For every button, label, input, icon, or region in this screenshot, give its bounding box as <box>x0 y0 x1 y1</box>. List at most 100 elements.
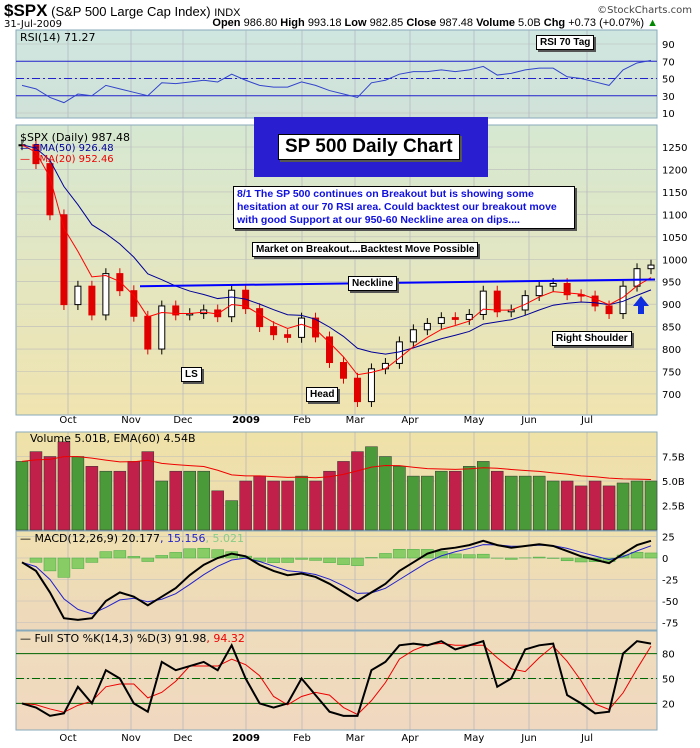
price-legend: $SPX (Daily) 987.48 <box>20 131 131 144</box>
macd-histogram-bar <box>113 550 127 559</box>
price-candle <box>88 285 96 316</box>
price-candle <box>423 322 431 331</box>
quote-bar: Open 986.80 High 993.18 Low 982.85 Close… <box>212 17 658 29</box>
price-tick-label: 1200 <box>662 165 687 176</box>
volume-bar <box>435 470 448 531</box>
price-tick-label: 900 <box>662 300 681 311</box>
volume-bar <box>211 490 224 531</box>
neckline <box>139 278 656 288</box>
price-candle <box>605 305 613 315</box>
price-candle <box>144 315 152 350</box>
volume-bar <box>379 456 392 531</box>
volume-bar <box>71 456 85 531</box>
volume-legend: Volume 5.01B, EMA(60) 4.54B <box>30 432 196 445</box>
price-candle <box>493 290 501 313</box>
x-tick-label: Apr <box>401 733 419 744</box>
price-candle <box>60 214 68 306</box>
x-tick-label: Jun <box>520 733 537 744</box>
volume-bar <box>491 470 504 531</box>
price-candle <box>451 317 459 320</box>
index-name: (S&P 500 Large Cap Index) <box>51 4 211 19</box>
macd-histogram-bar <box>504 557 518 560</box>
volume-bar <box>225 500 238 531</box>
x-tick-label: Oct <box>59 415 76 426</box>
chart-date: 31-Jul-2009 <box>4 19 63 30</box>
macd-tick-label: -50 <box>662 597 678 608</box>
volume-bar <box>518 475 532 531</box>
macd-tick-label: 0 <box>662 554 668 565</box>
x-tick-label: Nov <box>121 415 141 426</box>
rsi-tick-label: 90 <box>662 40 675 51</box>
macd-histogram-bar <box>85 557 99 563</box>
price-tick-label: 1150 <box>662 188 687 199</box>
macd-tick-label: -75 <box>662 619 678 630</box>
sto-legend: — Full STO %K(14,3) %D(3) 91.98, 94.32 <box>20 632 245 645</box>
price-candle <box>32 144 40 165</box>
price-candle <box>591 295 599 307</box>
macd-histogram-bar <box>281 557 294 563</box>
macd-histogram-bar <box>295 557 308 560</box>
volume-bar <box>295 475 308 531</box>
symbol: $SPX <box>4 1 48 20</box>
sto-tick-label: 50 <box>662 675 675 686</box>
macd-histogram-bar <box>574 557 588 563</box>
ema50-legend: — EMA(50) 926.48 <box>20 143 114 154</box>
macd-histogram-bar <box>169 552 182 559</box>
volume-bar <box>463 466 476 531</box>
price-candle <box>158 305 166 350</box>
price-tick-label: 750 <box>662 368 681 379</box>
macd-histogram-bar <box>337 557 350 565</box>
price-tick-label: 800 <box>662 345 681 356</box>
macd-histogram-bar <box>532 556 546 559</box>
macd-histogram-bar <box>323 557 336 563</box>
price-candle <box>353 377 361 403</box>
chart-title: SP 500 Daily Chart <box>278 134 460 160</box>
volume-bar <box>309 480 322 531</box>
macd-histogram-bar <box>379 553 392 559</box>
volume-bar <box>197 470 210 531</box>
volume-bar <box>281 480 294 531</box>
volume-tick-label: 2.5B <box>662 502 685 513</box>
price-candle <box>130 290 138 317</box>
volume-bar <box>155 480 169 531</box>
volume-bar <box>407 475 420 531</box>
volume-bar <box>15 461 29 531</box>
neckline-label: Neckline <box>348 276 398 291</box>
volume-bar <box>393 466 406 531</box>
volume-bar <box>588 480 602 531</box>
macd-histogram-bar <box>127 556 141 559</box>
volume-ema-line <box>21 456 652 480</box>
macd-histogram-bar <box>43 557 57 572</box>
x-tick-label: 2009 <box>232 415 260 426</box>
price-candle <box>437 317 445 324</box>
macd-histogram-bar <box>197 547 210 559</box>
volume-bar <box>337 461 350 531</box>
macd-histogram-bar <box>309 557 322 561</box>
right-shoulder-label: Right Shoulder <box>552 331 632 346</box>
macd-histogram-bar <box>155 555 169 559</box>
price-candle <box>46 163 54 216</box>
volume-bar <box>449 470 462 531</box>
macd-histogram-bar <box>183 548 196 559</box>
price-candle <box>172 305 180 316</box>
exchange: INDX <box>214 7 241 19</box>
volume-bar <box>546 480 560 531</box>
volume-bar <box>532 475 546 531</box>
volume-bar <box>141 451 155 531</box>
price-candle <box>339 362 347 379</box>
volume-bar <box>560 480 574 531</box>
price-candle <box>326 336 334 364</box>
price-candle <box>647 264 655 270</box>
volume-bar <box>616 482 630 531</box>
rsi-tick-label: 50 <box>662 75 675 86</box>
macd-histogram-bar <box>407 549 420 559</box>
x-tick-label: Jul <box>580 415 593 426</box>
volume-bar <box>113 470 127 531</box>
macd-histogram-bar <box>57 557 71 578</box>
volume-bar <box>85 466 99 531</box>
volume-bar <box>630 480 644 531</box>
price-tick-label: 950 <box>662 278 681 289</box>
rsi-legend: RSI(14) 71.27 <box>20 31 96 44</box>
sto-d-line <box>21 642 652 716</box>
